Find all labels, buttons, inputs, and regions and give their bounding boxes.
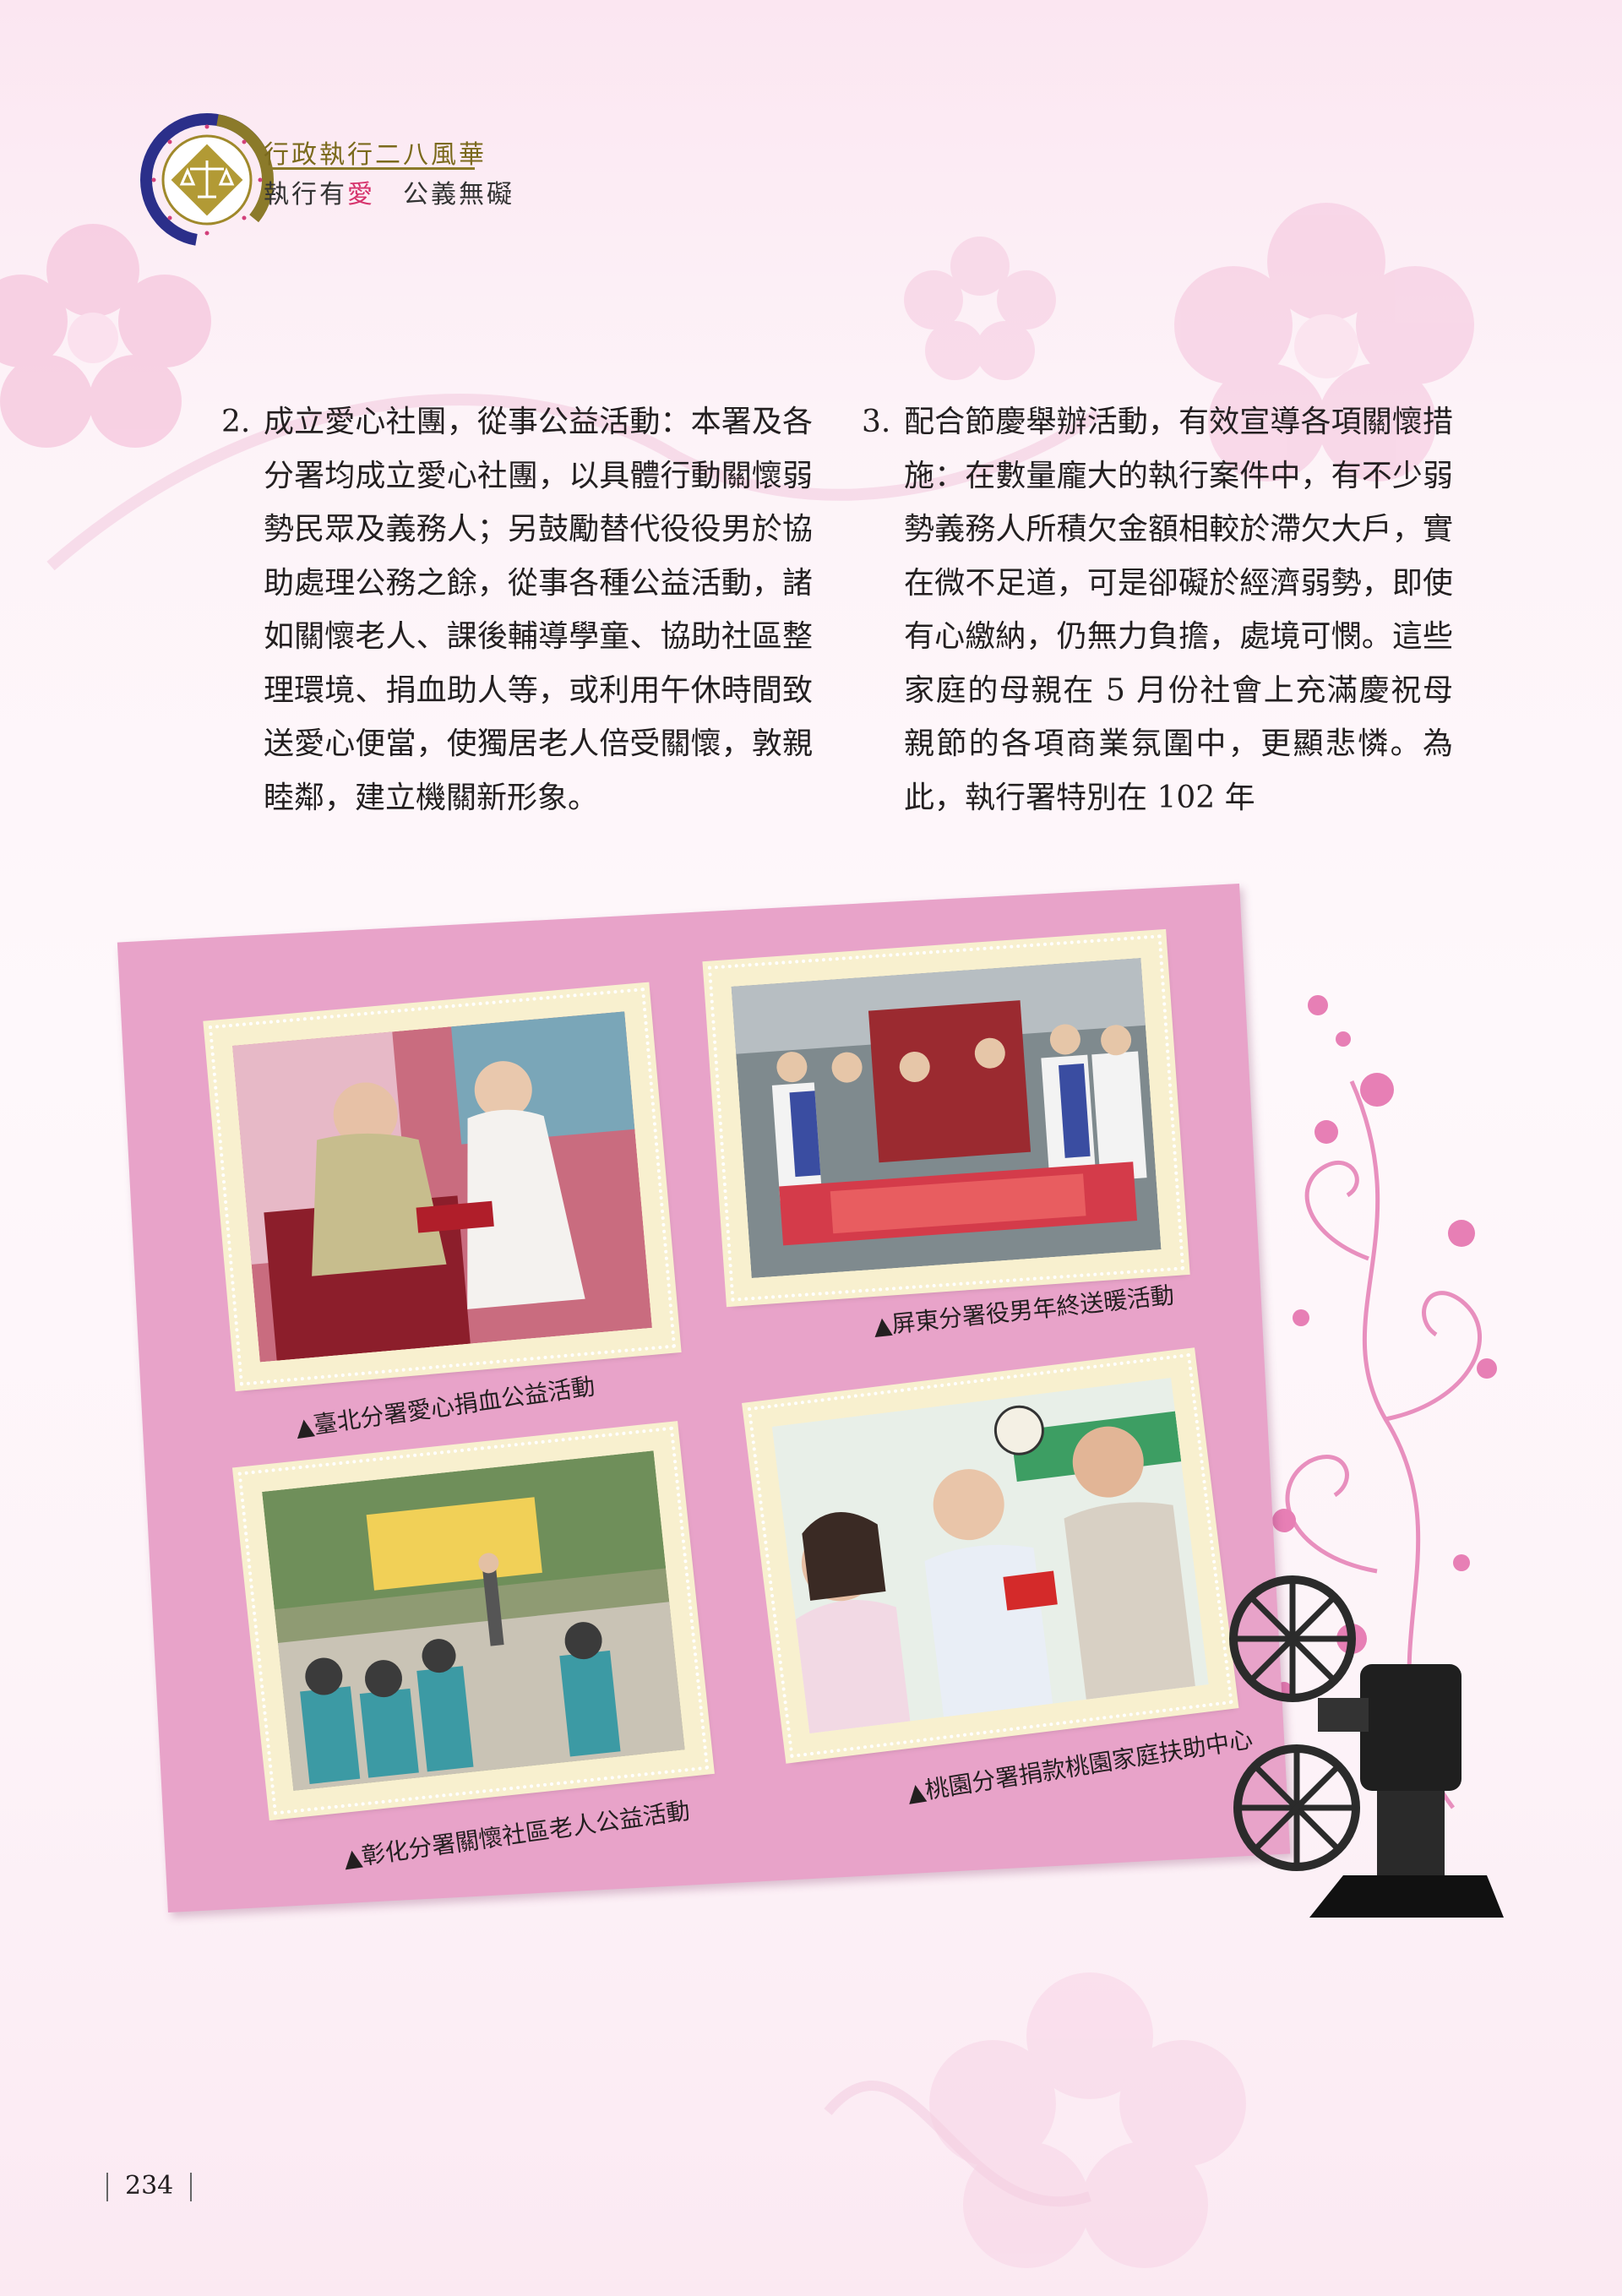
film-projector-icon: [1229, 1575, 1504, 1918]
background-flower-left-icon: [0, 224, 211, 448]
photo-caption: ▲臺北分署愛心捐血公益活動: [293, 1372, 597, 1442]
photo-elderly-care: [262, 1450, 685, 1792]
header-subtitle-pre: 執行有: [264, 180, 347, 209]
divider: [106, 2173, 108, 2201]
header-subtitle-love: 愛: [347, 180, 375, 209]
header-title: 行政執行二八風華: [264, 140, 487, 170]
header-subtitle-post: 公義無礙: [375, 180, 514, 209]
page-number: 234: [90, 2171, 209, 2201]
header-subtitle: 執行有愛 公義無礙: [264, 173, 514, 210]
background-flower-bottom-icon: [824, 1972, 1246, 2268]
item-number: 2.: [221, 405, 251, 439]
photo-stamp: [707, 934, 1185, 1302]
divider: [190, 2173, 193, 2201]
item-number: 3.: [862, 405, 891, 439]
paragraph-right: 配合節慶舉辦活動，有效宣導各項關懷措施：在數量龐大的執行案件中，有不少弱勢義務人…: [904, 405, 1453, 815]
paragraph-left: 成立愛心社團，從事公益活動：本署及各分署均成立愛心社團，以具體行動關懷弱勢民眾及…: [264, 405, 813, 815]
body-column-left: 2. 成立愛心社團，從事公益活動：本署及各分署均成立愛心社團，以具體行動關懷弱勢…: [221, 395, 813, 824]
photo-stamp: [208, 987, 677, 1386]
header-divider: [264, 167, 475, 170]
photo-collage-card: ▲臺北分署愛心捐血公益活動 ▲屏東分署役男年終送暖活動: [117, 883, 1291, 1913]
photo-donation-ceremony: [771, 1377, 1209, 1734]
background-flower-right-icon: [1174, 203, 1474, 482]
photo-blood-donation: [231, 1011, 652, 1363]
background-flower-small-icon: [904, 237, 1056, 380]
photo-caption: ▲彰化分署關懷社區老人公益活動: [341, 1796, 692, 1873]
photo-stamp: [747, 1352, 1233, 1759]
page-number-text: 234: [125, 2171, 174, 2201]
logo-icon: [140, 113, 274, 247]
photo-stamp: [237, 1426, 710, 1815]
photo-year-end-warmth: [731, 957, 1162, 1279]
body-column-right: 3. 配合節慶舉辦活動，有效宣導各項關懷措施：在數量龐大的執行案件中，有不少弱勢…: [862, 395, 1453, 824]
background-swirl-icon: [46, 394, 1102, 571]
